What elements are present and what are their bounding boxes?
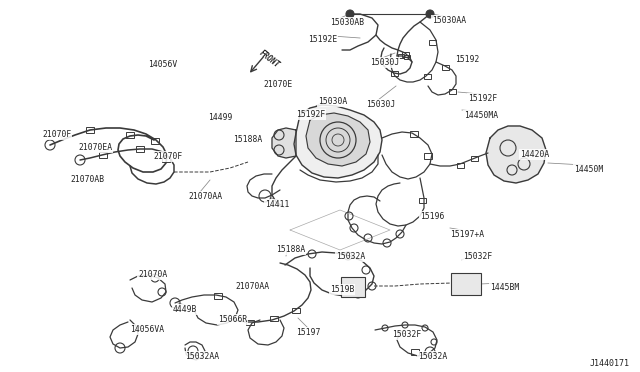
Text: FRONT: FRONT <box>258 49 282 70</box>
Text: 15192: 15192 <box>455 55 479 64</box>
Text: 15192F: 15192F <box>296 110 325 119</box>
Bar <box>136 146 144 152</box>
Text: 14056V: 14056V <box>148 60 177 69</box>
Bar <box>401 51 408 57</box>
Text: 15192E: 15192E <box>308 35 337 44</box>
Text: 15197: 15197 <box>296 328 321 337</box>
Text: 21070F: 21070F <box>153 152 182 161</box>
Text: 15032A: 15032A <box>336 252 365 261</box>
FancyBboxPatch shape <box>451 273 481 295</box>
Bar <box>99 152 107 158</box>
Text: 21070F: 21070F <box>42 130 71 139</box>
Text: 1445BM: 1445BM <box>490 283 519 292</box>
Text: 14420A: 14420A <box>520 150 549 159</box>
Polygon shape <box>486 126 546 183</box>
Text: 15192F: 15192F <box>468 94 497 103</box>
Text: 15030J: 15030J <box>366 100 396 109</box>
Bar <box>214 293 222 299</box>
Bar <box>126 132 134 138</box>
Text: 15032A: 15032A <box>418 352 447 361</box>
Text: 14499: 14499 <box>208 113 232 122</box>
Text: 14411: 14411 <box>265 200 289 209</box>
Bar <box>424 74 431 78</box>
Text: 21070A: 21070A <box>138 270 167 279</box>
Text: 15030A: 15030A <box>318 97 348 106</box>
Bar <box>470 155 477 160</box>
Text: 15032F: 15032F <box>392 330 421 339</box>
Bar <box>456 163 463 167</box>
Polygon shape <box>272 128 296 158</box>
Text: 21070AA: 21070AA <box>235 282 269 291</box>
Bar <box>449 89 456 93</box>
Text: 15030AA: 15030AA <box>432 16 466 25</box>
Bar <box>398 54 404 58</box>
Text: 15196: 15196 <box>420 212 444 221</box>
Bar <box>86 127 94 133</box>
Text: 21070EA: 21070EA <box>78 143 112 152</box>
Text: 15188A: 15188A <box>233 135 262 144</box>
Bar <box>390 71 397 76</box>
Polygon shape <box>294 105 382 178</box>
Bar <box>270 315 278 321</box>
Text: 1519B: 1519B <box>330 285 355 294</box>
Bar <box>151 138 159 144</box>
Bar <box>424 153 432 159</box>
Bar <box>429 39 435 45</box>
Bar <box>292 308 300 312</box>
Text: 21070E: 21070E <box>263 80 292 89</box>
Bar <box>419 198 426 202</box>
Text: 15030J: 15030J <box>370 58 399 67</box>
Bar <box>246 320 254 324</box>
Text: 14056VA: 14056VA <box>130 325 164 334</box>
Text: 14450MA: 14450MA <box>464 111 498 120</box>
Polygon shape <box>306 113 370 166</box>
Text: 21070AA: 21070AA <box>188 192 222 201</box>
Text: 21070AB: 21070AB <box>70 175 104 184</box>
Bar <box>442 64 449 70</box>
Bar <box>411 349 419 355</box>
Bar <box>162 156 170 162</box>
Circle shape <box>346 10 354 18</box>
Text: 14450M: 14450M <box>574 165 604 174</box>
Text: 15032F: 15032F <box>463 252 492 261</box>
FancyBboxPatch shape <box>341 277 365 297</box>
Text: 15030AB: 15030AB <box>330 18 364 27</box>
Text: 15032AA: 15032AA <box>185 352 219 361</box>
Bar <box>410 131 418 137</box>
Bar <box>404 55 410 59</box>
Text: 4449B: 4449B <box>173 305 197 314</box>
Text: 15197+A: 15197+A <box>450 230 484 239</box>
Circle shape <box>426 10 434 18</box>
Text: J1440171: J1440171 <box>590 359 630 368</box>
Text: 15066R: 15066R <box>218 315 247 324</box>
Text: 15188A: 15188A <box>276 245 305 254</box>
